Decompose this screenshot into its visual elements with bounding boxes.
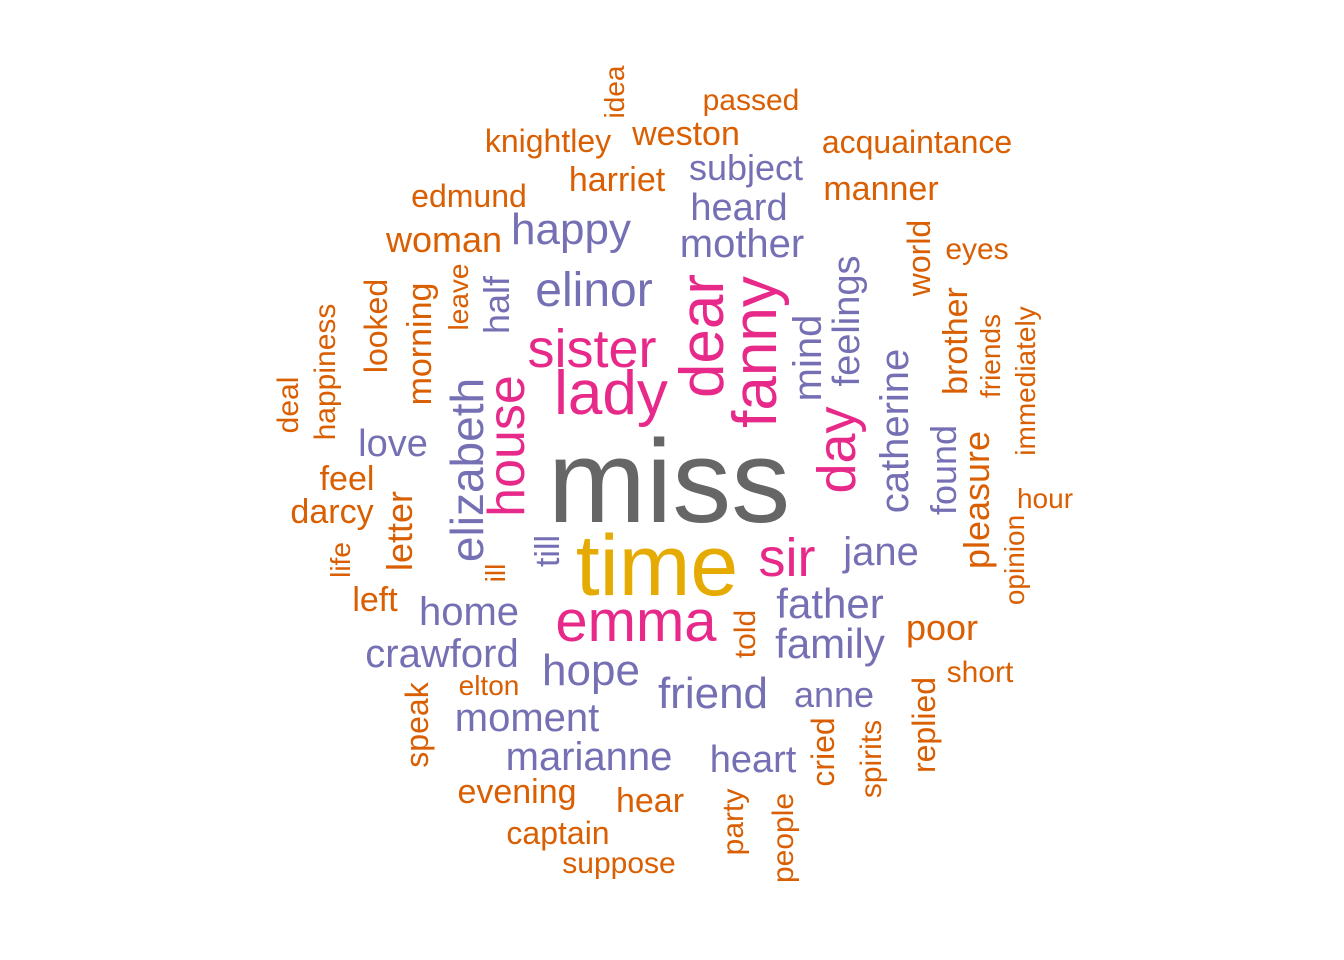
word-poor: poor xyxy=(905,607,979,648)
word-feelings: feelings xyxy=(826,255,868,387)
word-people: people xyxy=(767,792,800,884)
word-elton: elton xyxy=(458,670,520,701)
word-fanny: fanny xyxy=(721,276,790,428)
word-hear: hear xyxy=(615,782,685,820)
word-half: half xyxy=(476,275,517,335)
word-time: time xyxy=(575,518,739,614)
word-spirits: spirits xyxy=(855,719,888,799)
word-moment: moment xyxy=(454,696,600,740)
word-heard: heard xyxy=(690,187,788,229)
word-told: told xyxy=(729,609,762,659)
word-miss: miss xyxy=(547,416,791,548)
word-world: world xyxy=(901,219,937,297)
word-crawford: crawford xyxy=(365,632,519,676)
word-knightley: knightley xyxy=(484,123,612,159)
word-speak: speak xyxy=(399,682,435,768)
word-suppose: suppose xyxy=(562,847,676,880)
word-darcy: darcy xyxy=(290,493,374,531)
word-letter: letter xyxy=(379,490,420,572)
word-party: party xyxy=(717,788,750,856)
word-weston: weston xyxy=(632,115,740,153)
word-manner: manner xyxy=(823,170,939,208)
word-subject: subject xyxy=(688,147,804,188)
word-mother: mother xyxy=(679,222,805,266)
word-anne: anne xyxy=(793,674,875,715)
word-elinor: elinor xyxy=(535,264,653,317)
word-family: family xyxy=(775,620,885,667)
word-heart: heart xyxy=(709,739,797,781)
word-friends: friends xyxy=(975,313,1006,399)
word-happy: happy xyxy=(511,205,631,254)
word-evening: evening xyxy=(457,773,577,811)
word-elizabeth: elizabeth xyxy=(441,377,493,563)
word-cried: cried xyxy=(805,717,841,787)
word-sister: sister xyxy=(527,319,657,379)
word-catherine: catherine xyxy=(873,348,917,514)
word-day: day xyxy=(807,406,867,494)
word-looked: looked xyxy=(358,278,394,374)
word-captain: captain xyxy=(506,815,610,851)
word-eyes: eyes xyxy=(945,233,1009,266)
word-hope: hope xyxy=(542,646,640,695)
word-life: life xyxy=(325,542,356,578)
word-pleasure: pleasure xyxy=(956,430,997,570)
word-hour: hour xyxy=(1016,483,1074,514)
word-passed: passed xyxy=(702,84,800,117)
word-brother: brother xyxy=(937,287,975,395)
word-sir: sir xyxy=(758,528,816,588)
word-left: left xyxy=(352,581,398,619)
word-till: till xyxy=(529,534,567,568)
word-edmund: edmund xyxy=(411,178,527,214)
word-acquaintance: acquaintance xyxy=(821,124,1013,160)
word-short: short xyxy=(946,656,1014,689)
word-feel: feel xyxy=(319,460,375,498)
word-home: home xyxy=(418,590,520,634)
word-lady: lady xyxy=(554,359,668,428)
word-immediately: immediately xyxy=(1010,306,1041,456)
word-marianne: marianne xyxy=(505,735,673,779)
word-opinion: opinion xyxy=(999,514,1030,606)
word-mind: mind xyxy=(786,314,830,402)
word-leave: leave xyxy=(443,263,474,331)
word-emma: emma xyxy=(555,589,717,654)
word-ill: ill xyxy=(480,563,511,583)
word-deal: deal xyxy=(272,376,305,434)
word-morning: morning xyxy=(401,282,439,406)
word-idea: idea xyxy=(599,65,630,119)
word-replied: replied xyxy=(906,676,942,774)
word-happiness: happiness xyxy=(309,303,342,441)
word-woman: woman xyxy=(385,219,503,260)
word-father: father xyxy=(776,580,884,627)
word-love: love xyxy=(358,423,428,465)
word-jane: jane xyxy=(843,530,919,574)
word-friend: friend xyxy=(657,669,769,718)
word-harriet: harriet xyxy=(568,161,666,199)
